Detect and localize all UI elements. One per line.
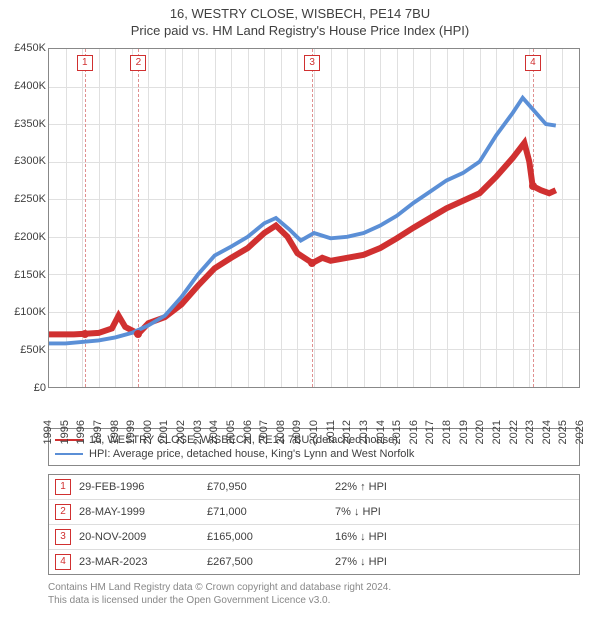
x-axis-label: 1996 — [75, 420, 87, 444]
x-axis-label: 2008 — [275, 420, 287, 444]
x-axis-label: 2020 — [474, 420, 486, 444]
table-marker: 4 — [55, 554, 71, 570]
table-row: 4 23-MAR-2023 £267,500 27% ↓ HPI — [49, 549, 579, 574]
table-row: 1 29-FEB-1996 £70,950 22% ↑ HPI — [49, 475, 579, 499]
x-axis-label: 1998 — [109, 420, 121, 444]
x-axis-label: 2013 — [358, 420, 370, 444]
footnote-line2: This data is licensed under the Open Gov… — [48, 594, 580, 607]
x-axis-label: 2023 — [524, 420, 536, 444]
table-price: £71,000 — [207, 506, 327, 518]
marker-dot — [308, 259, 316, 267]
x-axis-label: 1999 — [125, 420, 137, 444]
y-axis-label: £150K — [2, 269, 46, 281]
x-axis-label: 2022 — [508, 420, 520, 444]
marker-box: 2 — [130, 55, 146, 71]
transactions-table: 1 29-FEB-1996 £70,950 22% ↑ HPI 2 28-MAY-1999… — [48, 474, 580, 575]
table-marker: 3 — [55, 529, 71, 545]
series-hpi — [49, 98, 556, 344]
x-axis-label: 2000 — [142, 420, 154, 444]
table-row: 3 20-NOV-2009 £165,000 16% ↓ HPI — [49, 524, 579, 549]
x-axis-label: 2021 — [491, 420, 503, 444]
x-axis-label: 2025 — [557, 420, 569, 444]
table-delta: 7% ↓ HPI — [335, 506, 573, 518]
x-axis-label: 2019 — [458, 420, 470, 444]
x-axis-label: 1995 — [59, 420, 71, 444]
chart-xaxis-labels: 1994199519961997199819992000200120022003… — [48, 388, 580, 424]
table-date: 20-NOV-2009 — [79, 531, 199, 543]
marker-dot — [81, 330, 89, 338]
y-axis-label: £200K — [2, 231, 46, 243]
y-axis-label: £450K — [2, 42, 46, 54]
legend-item: HPI: Average price, detached house, King… — [55, 447, 573, 461]
y-axis-label: £0 — [2, 382, 46, 394]
y-axis-label: £350K — [2, 118, 46, 130]
table-price: £267,500 — [207, 556, 327, 568]
x-axis-label: 1997 — [92, 420, 104, 444]
table-date: 28-MAY-1999 — [79, 506, 199, 518]
table-marker: 2 — [55, 504, 71, 520]
table-marker: 1 — [55, 479, 71, 495]
x-axis-label: 2003 — [192, 420, 204, 444]
x-axis-label: 2011 — [325, 420, 337, 444]
legend-label: HPI: Average price, detached house, King… — [89, 448, 414, 460]
table-row: 2 28-MAY-1999 £71,000 7% ↓ HPI — [49, 499, 579, 524]
marker-box: 4 — [525, 55, 541, 71]
chart-series-svg — [49, 49, 579, 387]
table-delta: 27% ↓ HPI — [335, 556, 573, 568]
y-axis-label: £400K — [2, 80, 46, 92]
table-delta: 22% ↑ HPI — [335, 481, 573, 493]
x-axis-label: 2014 — [375, 420, 387, 444]
legend-swatch — [55, 453, 83, 455]
chart-plot-frame: 1 2 3 4 — [48, 48, 580, 388]
x-axis-label: 2007 — [258, 420, 270, 444]
y-axis-label: £50K — [2, 344, 46, 356]
y-axis-label: £300K — [2, 155, 46, 167]
chart-title-address: 16, WESTRY CLOSE, WISBECH, PE14 7BU — [0, 0, 600, 21]
marker-box: 1 — [77, 55, 93, 71]
footnote-line1: Contains HM Land Registry data © Crown c… — [48, 581, 580, 594]
marker-dot — [134, 330, 142, 338]
x-axis-label: 2009 — [291, 420, 303, 444]
x-axis-label: 2015 — [391, 420, 403, 444]
table-price: £70,950 — [207, 481, 327, 493]
table-delta: 16% ↓ HPI — [335, 531, 573, 543]
x-axis-label: 2002 — [175, 420, 187, 444]
x-axis-label: 2005 — [225, 420, 237, 444]
marker-box: 3 — [304, 55, 320, 71]
x-axis-label: 2001 — [158, 420, 170, 444]
x-axis-label: 2018 — [441, 420, 453, 444]
x-axis-label: 2024 — [541, 420, 553, 444]
x-axis-label: 2012 — [341, 420, 353, 444]
y-axis-label: £100K — [2, 306, 46, 318]
table-price: £165,000 — [207, 531, 327, 543]
table-date: 23-MAR-2023 — [79, 556, 199, 568]
y-axis-label: £250K — [2, 193, 46, 205]
x-axis-label: 2016 — [408, 420, 420, 444]
x-axis-label: 2026 — [574, 420, 586, 444]
chart-wrapper: { "title_line1": "16, WESTRY CLOSE, WISB… — [0, 0, 600, 620]
chart-title-subtitle: Price paid vs. HM Land Registry's House … — [0, 21, 600, 38]
footnote: Contains HM Land Registry data © Crown c… — [48, 581, 580, 607]
x-axis-label: 1994 — [42, 420, 54, 444]
x-axis-label: 2017 — [424, 420, 436, 444]
marker-dot — [529, 182, 537, 190]
x-axis-label: 2010 — [308, 420, 320, 444]
x-axis-label: 2004 — [208, 420, 220, 444]
chart-plot-area: 1234 £0£50K£100K£150K£200K£250K£300K£350… — [48, 48, 580, 388]
x-axis-label: 2006 — [242, 420, 254, 444]
table-date: 29-FEB-1996 — [79, 481, 199, 493]
